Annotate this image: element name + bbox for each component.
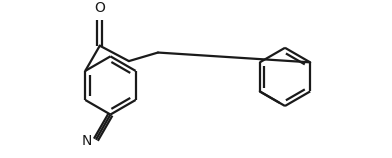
Text: N: N (82, 134, 92, 148)
Text: O: O (94, 1, 105, 15)
